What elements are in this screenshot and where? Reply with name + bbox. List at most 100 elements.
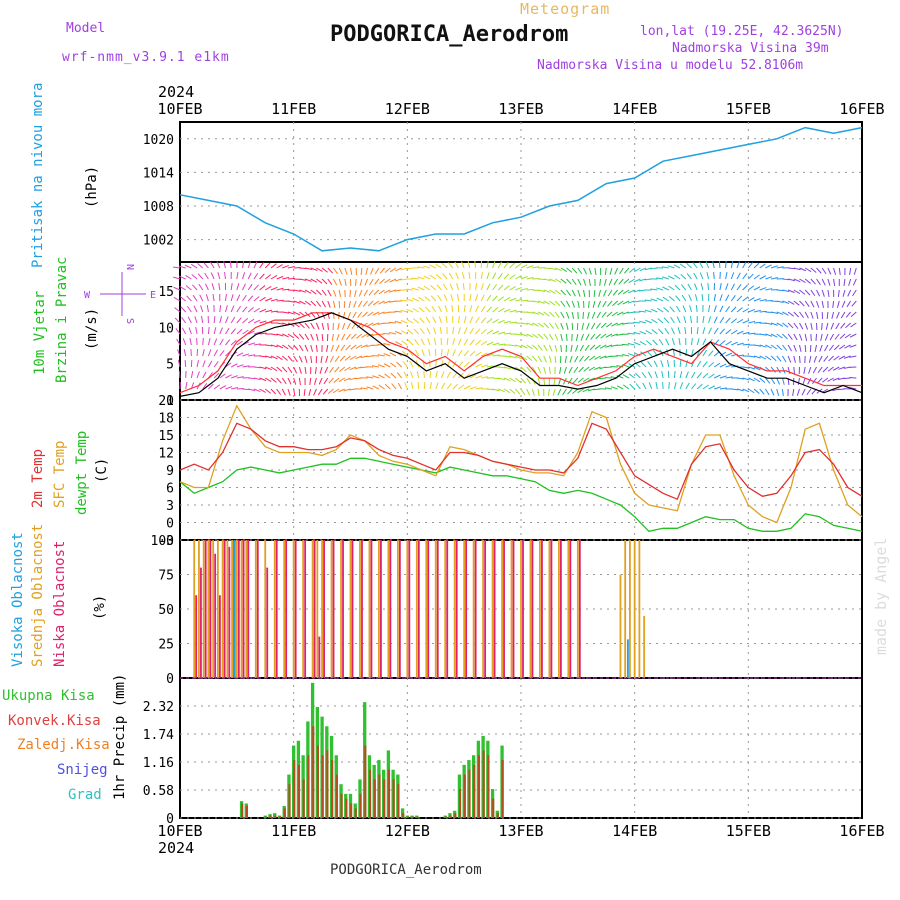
wind-barb bbox=[765, 276, 773, 280]
wind-barb bbox=[628, 289, 635, 294]
wind-barb bbox=[759, 287, 767, 291]
wind-barb bbox=[708, 350, 714, 357]
wind-barb bbox=[601, 311, 607, 318]
wind-barb bbox=[348, 300, 351, 308]
wind-barb bbox=[849, 333, 857, 338]
wind-barb bbox=[713, 316, 718, 324]
wind-barb bbox=[759, 355, 767, 360]
wind-barb bbox=[583, 366, 590, 372]
wind-barb bbox=[520, 264, 528, 269]
wind-barb bbox=[429, 264, 436, 269]
wind-barb bbox=[748, 388, 755, 394]
wind-barb bbox=[679, 371, 683, 379]
wind-barb bbox=[787, 278, 796, 282]
wind-barb bbox=[438, 316, 442, 324]
wind-barb bbox=[428, 349, 431, 357]
wind-barb bbox=[338, 300, 341, 309]
wind-barb bbox=[265, 297, 272, 302]
compass-e: E bbox=[150, 290, 156, 301]
wind-barb bbox=[845, 322, 851, 329]
wind-barb bbox=[799, 278, 806, 284]
wind-barb bbox=[429, 382, 432, 390]
wind-barb bbox=[264, 377, 272, 382]
precip-bar bbox=[297, 764, 301, 818]
time-label-top: 15FEB bbox=[726, 100, 771, 118]
wind-barb bbox=[759, 333, 767, 336]
precip-bar bbox=[345, 798, 348, 818]
wind-barb bbox=[401, 340, 408, 346]
wind-barb bbox=[345, 344, 351, 351]
wind-barb bbox=[378, 300, 385, 305]
wind-barb bbox=[812, 377, 817, 384]
wind-barb bbox=[692, 262, 698, 269]
wind-barb bbox=[787, 300, 795, 305]
wind-barb bbox=[565, 311, 570, 319]
wind-barb bbox=[770, 388, 775, 396]
wind-barb bbox=[552, 388, 556, 396]
wind-barb bbox=[259, 320, 267, 324]
dewpt-line bbox=[179, 457, 863, 533]
wind-barb bbox=[230, 328, 236, 335]
wind-barb bbox=[330, 344, 334, 352]
wind-barb bbox=[425, 306, 431, 313]
wind-barb bbox=[748, 332, 756, 335]
precip-bar bbox=[316, 745, 320, 818]
precip-bar bbox=[326, 750, 329, 818]
wind-barb bbox=[438, 305, 442, 313]
wind-barb bbox=[481, 364, 489, 368]
wind-barb bbox=[394, 330, 402, 335]
wind-barb bbox=[616, 365, 624, 368]
wind-barb bbox=[341, 322, 346, 330]
wind-barb bbox=[248, 342, 256, 346]
wind-barb bbox=[686, 262, 692, 269]
wind-barb bbox=[537, 377, 541, 385]
wind-barb bbox=[807, 377, 812, 385]
watermark: made by Angel bbox=[872, 538, 890, 655]
wind-barb bbox=[526, 311, 534, 314]
wind-barb bbox=[537, 333, 544, 340]
wind-barb bbox=[821, 300, 824, 308]
wind-barb bbox=[515, 344, 523, 348]
wind-barb bbox=[532, 311, 540, 315]
wind-barb bbox=[804, 344, 807, 353]
wind-barb bbox=[664, 327, 670, 335]
wind-barb bbox=[742, 308, 749, 313]
wind-barb bbox=[670, 327, 675, 335]
wind-barb bbox=[742, 261, 747, 269]
wind-barb bbox=[562, 388, 567, 396]
wind-barb bbox=[577, 278, 582, 286]
wind-barb bbox=[205, 283, 209, 291]
wind-barb bbox=[350, 267, 353, 275]
wind-barb bbox=[486, 283, 491, 291]
wind-barb bbox=[661, 276, 669, 280]
precip-bar bbox=[307, 755, 310, 818]
wind-barb bbox=[316, 300, 322, 307]
wind-barb bbox=[579, 355, 584, 362]
plot-marks bbox=[179, 126, 863, 818]
cloud-label-low: Niska Oblacnost bbox=[52, 541, 68, 667]
wind-barb bbox=[270, 310, 278, 313]
wind-barb bbox=[463, 327, 468, 335]
precip-bar bbox=[458, 789, 462, 818]
wind-barb bbox=[568, 366, 573, 374]
wind-barb bbox=[333, 267, 338, 274]
wind-barb bbox=[264, 262, 271, 269]
wind-barb bbox=[583, 289, 586, 297]
wind-barb bbox=[475, 316, 480, 324]
wind-barb bbox=[634, 352, 641, 357]
wind-barb bbox=[588, 300, 590, 309]
wind-barb bbox=[543, 311, 550, 317]
wind-barb bbox=[384, 383, 391, 390]
wind-barb bbox=[604, 366, 612, 369]
wind-barb bbox=[328, 377, 334, 384]
y-tick-label: 1.74 bbox=[143, 728, 174, 743]
precip-bar bbox=[501, 760, 504, 818]
wind-barb bbox=[230, 283, 233, 291]
y-tick-label: 18 bbox=[158, 412, 174, 427]
y-tick-label: 100 bbox=[151, 534, 174, 549]
wind-barb bbox=[242, 317, 249, 324]
wind-barb bbox=[776, 388, 780, 396]
wind-barb bbox=[417, 286, 425, 291]
wind-barb bbox=[798, 355, 801, 364]
wind-barb bbox=[662, 296, 670, 302]
